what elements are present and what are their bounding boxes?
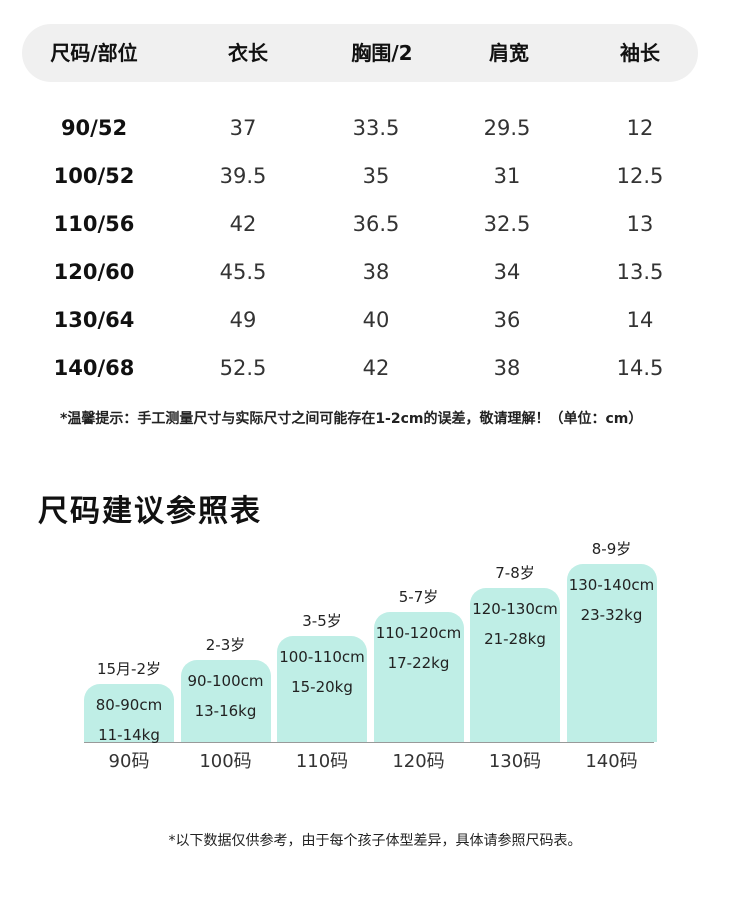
table-row: 140/68 52.5 42 38 14.5 bbox=[0, 344, 750, 392]
size-code: 90码 bbox=[108, 751, 150, 772]
size-cell: 120/60 bbox=[53, 260, 135, 284]
size-cell: 130/64 bbox=[53, 308, 135, 332]
height-range: 80-90cm bbox=[95, 696, 163, 714]
height-range: 90-100cm bbox=[187, 672, 264, 690]
chest-cell: 40 bbox=[362, 308, 390, 332]
size-bar: 80-90cm 11-14kg bbox=[84, 684, 174, 744]
height-range: 100-110cm bbox=[279, 648, 365, 666]
size-bar: 110-120cm 17-22kg bbox=[373, 612, 464, 742]
table-row: 100/52 39.5 35 31 12.5 bbox=[0, 152, 750, 200]
size-code: 140码 bbox=[585, 751, 638, 772]
age-label: 5-7岁 bbox=[398, 588, 439, 606]
length-cell: 49 bbox=[229, 308, 257, 332]
chart-baseline bbox=[84, 742, 654, 743]
weight-range: 23-32kg bbox=[580, 606, 643, 624]
sleeve-cell: 12.5 bbox=[616, 164, 664, 188]
length-cell: 39.5 bbox=[219, 164, 267, 188]
size-column: 5-7岁 110-120cm 17-22kg 120码 bbox=[373, 540, 464, 780]
height-range: 130-140cm bbox=[568, 576, 655, 594]
size-code: 110码 bbox=[295, 751, 349, 772]
size-cell: 100/52 bbox=[53, 164, 135, 188]
table-row: 90/52 37 33.5 29.5 12 bbox=[0, 104, 750, 152]
weight-range: 15-20kg bbox=[291, 678, 353, 696]
sleeve-cell: 12 bbox=[626, 116, 654, 140]
size-bar: 120-130cm 21-28kg bbox=[470, 588, 560, 742]
weight-range: 17-22kg bbox=[387, 654, 450, 672]
shoulder-cell: 34 bbox=[493, 260, 521, 284]
measurement-note: *温馨提示：手工测量尺寸与实际尺寸之间可能存在1-2cm的误差，敬请理解！（单位… bbox=[60, 411, 643, 427]
sleeve-cell: 13.5 bbox=[616, 260, 664, 284]
size-bar: 130-140cm 23-32kg bbox=[566, 564, 657, 742]
chest-cell: 38 bbox=[362, 260, 390, 284]
shoulder-cell: 31 bbox=[493, 164, 521, 188]
sleeve-cell: 13 bbox=[626, 212, 654, 236]
chest-cell: 35 bbox=[362, 164, 390, 188]
size-column: 15月-2岁 80-90cm 11-14kg 90码 bbox=[84, 540, 174, 780]
size-cell: 90/52 bbox=[60, 116, 128, 140]
size-cell: 110/56 bbox=[53, 212, 135, 236]
size-bar: 100-110cm 15-20kg bbox=[277, 636, 367, 742]
shoulder-cell: 38 bbox=[493, 356, 521, 380]
size-column: 7-8岁 120-130cm 21-28kg 130码 bbox=[470, 540, 560, 780]
length-cell: 45.5 bbox=[219, 260, 267, 284]
age-label: 15月-2岁 bbox=[96, 660, 162, 678]
shoulder-cell: 36 bbox=[493, 308, 521, 332]
header-length: 衣长 bbox=[228, 41, 268, 65]
chest-cell: 36.5 bbox=[352, 212, 400, 236]
size-recommend-chart: 15月-2岁 80-90cm 11-14kg 90码 2-3岁 90-100cm 13-16… bbox=[0, 540, 750, 780]
sleeve-cell: 14.5 bbox=[616, 356, 664, 380]
height-range: 110-120cm bbox=[375, 624, 462, 642]
length-cell: 42 bbox=[229, 212, 257, 236]
section-title: 尺码建议参照表 bbox=[38, 494, 262, 529]
weight-range: 11-14kg bbox=[98, 726, 160, 744]
size-code: 130码 bbox=[488, 751, 542, 772]
weight-range: 13-16kg bbox=[194, 702, 257, 720]
header-chest: 胸围/2 bbox=[351, 41, 413, 65]
header-sleeve: 袖长 bbox=[620, 41, 660, 65]
size-column: 8-9岁 130-140cm 23-32kg 140码 bbox=[566, 540, 657, 780]
sleeve-cell: 14 bbox=[626, 308, 654, 332]
length-cell: 52.5 bbox=[219, 356, 267, 380]
size-cell: 140/68 bbox=[53, 356, 135, 380]
shoulder-cell: 29.5 bbox=[483, 116, 531, 140]
chest-cell: 42 bbox=[362, 356, 390, 380]
age-label: 8-9岁 bbox=[591, 540, 632, 558]
height-range: 120-130cm bbox=[472, 600, 558, 618]
table-row: 130/64 49 40 36 14 bbox=[0, 296, 750, 344]
chest-cell: 33.5 bbox=[352, 116, 400, 140]
age-label: 7-8岁 bbox=[495, 564, 535, 582]
size-table-header: 尺码/部位 衣长 胸围/2 肩宽 袖长 bbox=[22, 24, 698, 82]
weight-range: 21-28kg bbox=[484, 630, 546, 648]
shoulder-cell: 32.5 bbox=[483, 212, 531, 236]
header-shoulder: 肩宽 bbox=[489, 41, 529, 65]
size-column: 2-3岁 90-100cm 13-16kg 100码 bbox=[180, 540, 271, 780]
size-code: 100码 bbox=[199, 751, 252, 772]
table-row: 120/60 45.5 38 34 13.5 bbox=[0, 248, 750, 296]
age-label: 3-5岁 bbox=[302, 612, 342, 630]
length-cell: 37 bbox=[229, 116, 257, 140]
reference-footnote: *以下数据仅供参考，由于每个孩子体型差异，具体请参照尺码表。 bbox=[168, 833, 582, 849]
header-size: 尺码/部位 bbox=[50, 41, 138, 65]
size-bar: 90-100cm 13-16kg bbox=[180, 660, 271, 742]
size-column: 3-5岁 100-110cm 15-20kg 110码 bbox=[277, 540, 367, 780]
table-row: 110/56 42 36.5 32.5 13 bbox=[0, 200, 750, 248]
age-label: 2-3岁 bbox=[205, 636, 246, 654]
size-code: 120码 bbox=[392, 751, 445, 772]
